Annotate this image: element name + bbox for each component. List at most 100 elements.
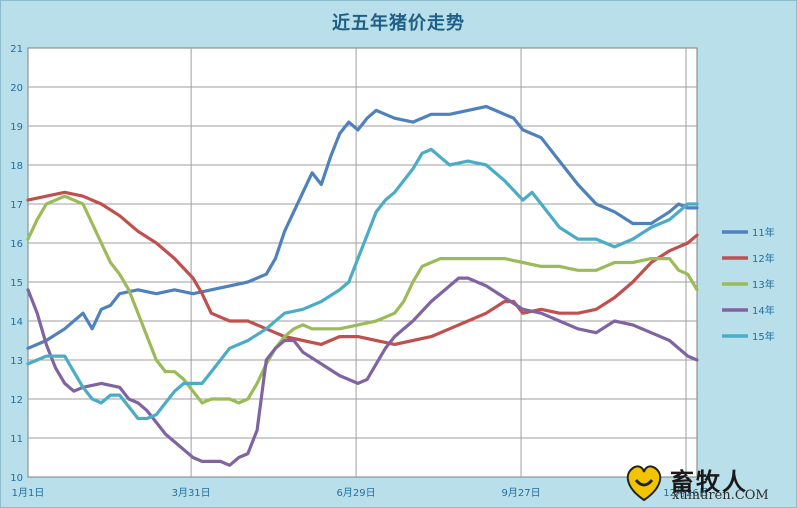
data-point-13年 — [613, 261, 616, 264]
data-point-14年 — [293, 339, 295, 342]
data-point-15年 — [238, 343, 240, 346]
x-tick-label: 3月31日 — [172, 487, 211, 499]
data-point-15年 — [503, 179, 506, 182]
data-point-13年 — [503, 257, 506, 260]
data-point-14年 — [183, 448, 185, 451]
data-point-13年 — [238, 402, 240, 404]
data-point-14年 — [375, 363, 378, 365]
data-point-14年 — [522, 308, 524, 311]
data-point-11年 — [485, 105, 488, 108]
data-point-14年 — [348, 378, 350, 381]
data-point-15年 — [668, 218, 671, 221]
data-point-15年 — [696, 203, 698, 205]
data-point-11年 — [696, 207, 698, 209]
data-point-14年 — [467, 277, 469, 279]
data-point-15年 — [366, 234, 368, 236]
data-point-14年 — [366, 378, 368, 381]
data-point-11年 — [503, 113, 506, 116]
data-point-14年 — [283, 339, 286, 342]
data-point-13年 — [63, 195, 66, 197]
y-tick-label: 21 — [10, 44, 23, 55]
data-point-15年 — [467, 160, 469, 162]
data-point-15年 — [91, 398, 93, 400]
data-point-14年 — [164, 433, 167, 435]
data-point-12年 — [558, 312, 561, 315]
data-point-15年 — [128, 406, 130, 408]
chart-title: 近五年猪价走势 — [332, 13, 465, 34]
data-point-15年 — [430, 148, 433, 151]
data-point-12年 — [201, 292, 203, 295]
data-point-11年 — [27, 347, 29, 350]
data-point-15年 — [375, 211, 378, 213]
data-point-13年 — [91, 222, 93, 225]
data-point-14年 — [36, 312, 38, 315]
data-point-11年 — [228, 285, 231, 287]
data-point-12年 — [522, 312, 524, 315]
data-point-15年 — [118, 394, 121, 396]
data-point-13年 — [201, 402, 203, 404]
data-point-14年 — [274, 347, 277, 350]
data-point-11年 — [91, 328, 93, 330]
data-point-13年 — [375, 320, 378, 322]
data-point-12年 — [577, 312, 579, 315]
data-point-14年 — [265, 359, 268, 361]
data-point-11年 — [577, 183, 579, 186]
data-point-14年 — [63, 382, 66, 385]
y-tick-label: 18 — [10, 161, 23, 172]
data-point-15年 — [522, 199, 524, 201]
data-point-12年 — [595, 308, 597, 311]
data-point-13年 — [439, 257, 442, 260]
data-point-11年 — [302, 191, 304, 194]
data-point-12年 — [45, 195, 48, 197]
data-point-13年 — [632, 261, 634, 264]
data-point-14年 — [201, 460, 203, 463]
data-point-14年 — [357, 382, 359, 385]
data-point-14年 — [155, 421, 158, 424]
data-point-14年 — [448, 285, 451, 287]
data-point-11年 — [118, 292, 121, 295]
data-point-15年 — [393, 191, 396, 194]
data-point-15年 — [63, 355, 66, 357]
data-point-11年 — [467, 109, 469, 112]
data-point-11年 — [348, 121, 350, 123]
legend-label-12年: 12年 — [752, 252, 775, 265]
data-point-12年 — [632, 281, 634, 283]
data-point-13年 — [228, 398, 231, 400]
data-point-13年 — [36, 218, 38, 221]
data-point-15年 — [27, 363, 29, 365]
x-tick-label: 1月1日 — [12, 487, 45, 499]
data-point-11年 — [137, 289, 139, 291]
data-point-15年 — [558, 226, 561, 229]
data-point-12年 — [247, 320, 249, 322]
y-tick-label: 12 — [10, 395, 23, 406]
data-point-11年 — [522, 129, 524, 131]
data-point-13年 — [650, 257, 652, 260]
data-point-14年 — [595, 331, 597, 334]
data-point-13年 — [430, 261, 433, 264]
data-point-11年 — [632, 222, 634, 225]
data-point-15年 — [192, 382, 194, 385]
data-point-13年 — [696, 289, 698, 291]
data-point-13年 — [128, 289, 130, 291]
data-point-14年 — [687, 355, 689, 357]
data-point-14年 — [632, 324, 634, 326]
data-point-11年 — [512, 117, 515, 119]
data-point-12年 — [467, 320, 469, 322]
data-point-15年 — [183, 382, 185, 385]
data-point-11年 — [109, 304, 112, 307]
data-point-14年 — [54, 367, 57, 369]
data-point-12年 — [100, 203, 103, 205]
data-point-14年 — [430, 300, 433, 303]
data-point-13年 — [146, 335, 148, 338]
data-point-12年 — [485, 312, 488, 315]
data-point-12年 — [118, 214, 121, 217]
data-point-11年 — [448, 113, 451, 116]
data-point-11年 — [173, 289, 176, 291]
data-point-14年 — [668, 339, 671, 342]
x-tick-label: 12月26日 — [663, 487, 708, 499]
data-point-13年 — [485, 257, 488, 260]
data-point-14年 — [45, 343, 48, 346]
data-point-12年 — [393, 343, 396, 346]
data-point-15年 — [650, 226, 652, 229]
data-point-14年 — [320, 363, 323, 365]
